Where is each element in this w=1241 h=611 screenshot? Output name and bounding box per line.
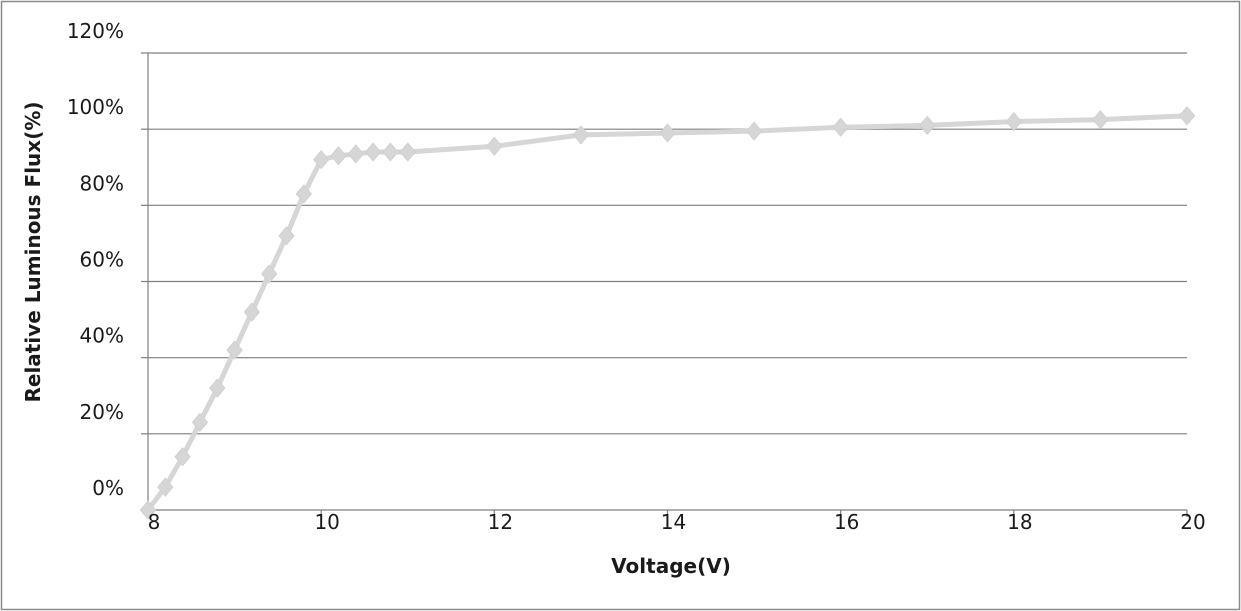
x-tick-label-2: 12 — [488, 510, 513, 534]
data-point-0-2 — [174, 447, 191, 467]
data-point-0-3 — [191, 412, 209, 433]
data-point-0-12 — [347, 144, 365, 164]
data-point-0-16 — [486, 136, 503, 156]
data-point-0-4 — [209, 378, 226, 398]
y-tick-label-4: 80% — [80, 171, 124, 195]
y-tick-label-2: 40% — [80, 324, 124, 348]
data-point-0-8 — [278, 226, 295, 246]
data-point-0-7 — [261, 264, 278, 284]
y-tick-label-0: 0% — [92, 476, 124, 500]
y-tick-label-6: 120% — [67, 19, 124, 43]
data-point-0-9 — [295, 184, 313, 204]
x-tick-label-5: 18 — [1007, 510, 1032, 534]
data-point-0-24 — [1178, 106, 1196, 126]
x-tick-label-4: 16 — [834, 510, 859, 534]
x-tick-label-0: 8 — [148, 510, 161, 534]
data-point-0-20 — [832, 117, 849, 137]
data-point-0-11 — [330, 146, 347, 166]
x-tick-label-1: 10 — [314, 510, 339, 534]
data-point-0-15 — [399, 142, 416, 162]
x-tick-label-6: 20 — [1180, 510, 1205, 534]
data-point-0-17 — [572, 125, 590, 145]
data-point-0-1 — [157, 477, 174, 497]
y-tick-label-3: 60% — [80, 248, 124, 272]
y-axis-title: Relative Luminous Flux(%) — [21, 101, 45, 402]
y-tick-label-1: 20% — [80, 400, 124, 424]
y-tick-label-5: 100% — [67, 95, 124, 119]
data-point-0-13 — [364, 142, 382, 162]
data-point-0-10 — [312, 149, 330, 170]
data-point-0-18 — [659, 123, 676, 143]
data-point-0-6 — [243, 302, 261, 322]
series-layer — [139, 106, 1196, 520]
data-point-0-21 — [919, 115, 936, 136]
axes — [141, 52, 1188, 517]
data-point-0-5 — [226, 340, 243, 360]
tick-labels: 0% 20% 40% 60% 80% 100% 120% 8 10 12 14 16 18 20 — [67, 19, 1206, 534]
data-point-0-0 — [139, 500, 157, 520]
data-point-0-23 — [1092, 109, 1109, 130]
data-point-0-19 — [745, 121, 763, 141]
data-point-0-14 — [382, 142, 399, 162]
data-point-0-22 — [1005, 111, 1023, 132]
x-tick-label-3: 14 — [661, 510, 686, 534]
x-axis-title: Voltage(V) — [611, 554, 731, 578]
